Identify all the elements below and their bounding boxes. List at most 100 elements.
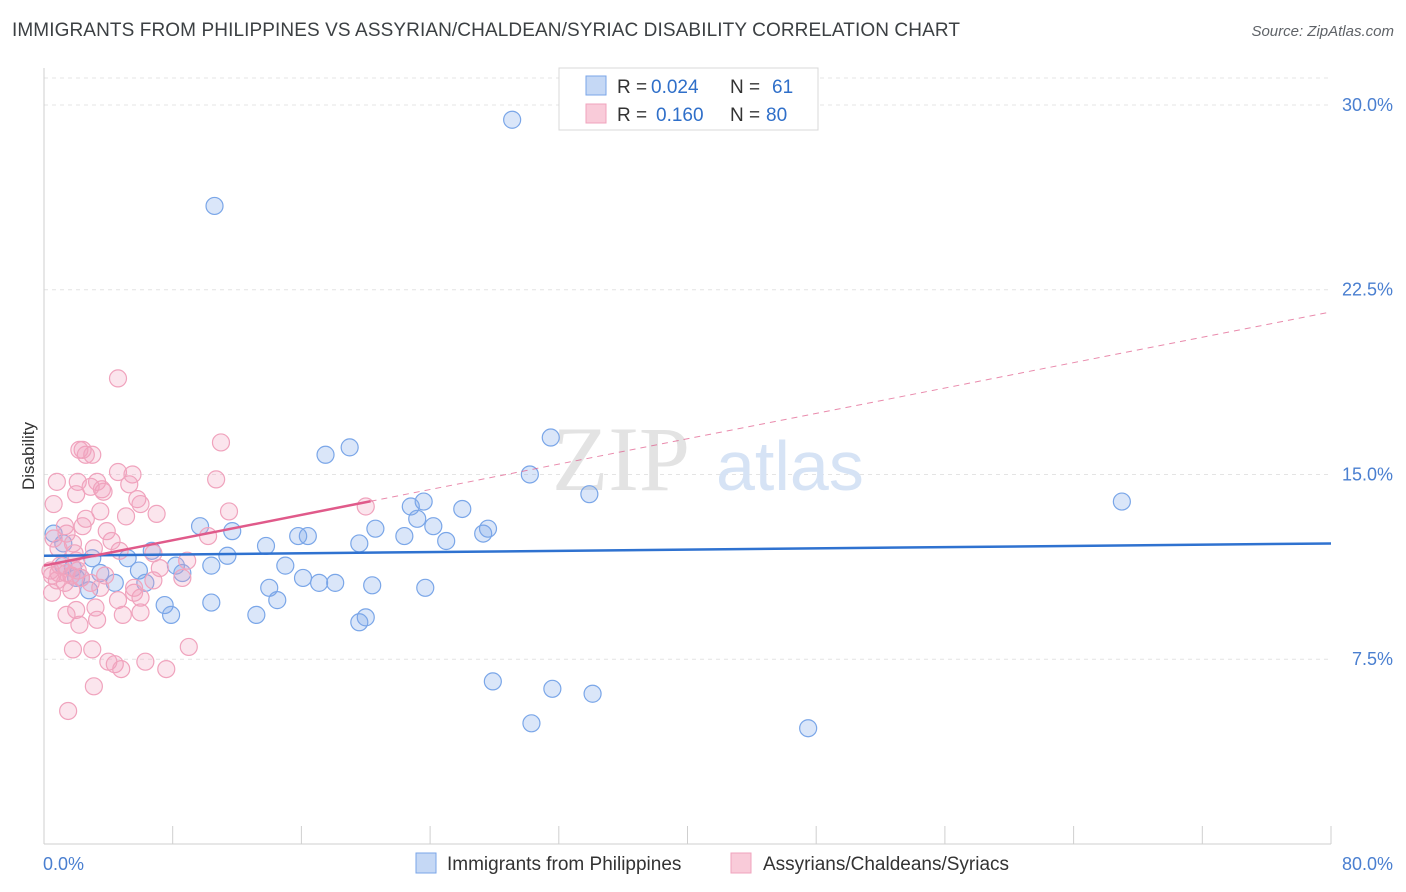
point-assyrian <box>81 477 100 496</box>
point-philippines <box>408 509 427 528</box>
watermark-zip: ZIP <box>552 408 690 510</box>
point-philippines <box>91 563 110 583</box>
point-assyrian <box>207 470 226 489</box>
point-assyrian <box>83 640 102 659</box>
point-philippines <box>298 526 317 546</box>
y-axis-title: Disability <box>19 421 38 490</box>
point-assyrian <box>150 558 169 578</box>
series-legend: Immigrants from Philippines Assyrians/Ch… <box>415 852 1009 875</box>
y-tick-label: 30.0% <box>1342 95 1393 115</box>
point-assyrian <box>70 615 89 634</box>
point-philippines <box>340 438 359 457</box>
point-assyrian <box>131 588 150 607</box>
point-assyrian <box>42 583 62 602</box>
series-legend-label-assyrian[interactable]: Assyrians/Chaldeans/Syriacs <box>763 854 1009 875</box>
point-assyrian <box>62 581 81 600</box>
point-philippines <box>205 196 224 216</box>
point-philippines <box>350 534 369 553</box>
series-legend-swatch-assyrian[interactable] <box>730 852 752 874</box>
point-assyrian <box>91 578 110 597</box>
legend-swatch-philippines <box>585 75 607 96</box>
point-assyrian <box>91 502 110 521</box>
point-philippines <box>268 591 287 610</box>
point-assyrian <box>97 522 116 541</box>
series-legend-label-philippines[interactable]: Immigrants from Philippines <box>447 854 681 875</box>
point-assyrian <box>198 526 218 546</box>
legend-r-label-2: R = <box>617 105 647 126</box>
point-assyrian <box>55 573 75 592</box>
series-legend-swatch-philippines[interactable] <box>415 852 437 874</box>
point-philippines <box>218 546 237 565</box>
point-assyrian <box>70 440 89 459</box>
point-assyrian <box>67 485 86 504</box>
point-philippines <box>247 605 266 624</box>
point-philippines <box>366 519 385 538</box>
trend-line-dashed-1 <box>370 311 1332 502</box>
point-assyrian <box>57 524 76 543</box>
point-philippines <box>350 613 369 632</box>
point-assyrian <box>120 475 139 494</box>
legend-r-label-1: R = <box>617 77 647 98</box>
trend-line-assyrian <box>43 500 371 567</box>
point-philippines <box>416 578 435 597</box>
point-assyrian <box>136 652 155 671</box>
point-philippines <box>223 522 242 541</box>
point-assyrian <box>113 605 132 624</box>
point-philippines <box>289 526 308 546</box>
point-assyrian <box>124 578 144 597</box>
y-tick-label: 7.5% <box>1352 649 1393 669</box>
y-tick-label: 15.0% <box>1342 464 1393 484</box>
point-philippines <box>395 526 414 546</box>
point-philippines <box>309 573 329 592</box>
point-assyrian <box>55 517 75 536</box>
point-philippines <box>256 536 276 556</box>
x-tick-label-min: 0.0% <box>43 854 84 874</box>
point-philippines <box>276 556 295 575</box>
point-philippines <box>799 719 818 738</box>
point-assyrian <box>131 494 150 514</box>
point-assyrian <box>84 677 103 696</box>
legend-n-label-1: N = <box>730 77 760 98</box>
point-philippines <box>1112 492 1131 511</box>
point-assyrian <box>147 504 166 523</box>
legend-r-value-1: 0.024 <box>651 77 699 98</box>
point-assyrian <box>108 462 128 482</box>
watermark: ZIP atlas <box>552 408 864 510</box>
point-assyrian <box>173 568 192 588</box>
point-assyrian <box>178 551 197 570</box>
point-philippines <box>503 110 522 129</box>
point-philippines <box>453 499 472 519</box>
point-philippines <box>437 531 456 551</box>
legend-n-value-2: 80 <box>766 105 787 126</box>
y-tick-labels: 7.5% 15.0% 22.5% 30.0% <box>1342 95 1393 669</box>
chart-title: IMMIGRANTS FROM PHILIPPINES VS ASSYRIAN/… <box>12 20 961 41</box>
legend: R = 0.024 N = 61 R = 0.160 N = 80 <box>558 67 819 131</box>
gridlines <box>44 77 1331 660</box>
point-assyrian <box>67 600 86 620</box>
point-assyrian <box>211 433 231 452</box>
legend-r-value-2: 0.160 <box>656 105 704 126</box>
point-assyrian <box>59 701 78 721</box>
point-assyrian <box>157 659 176 679</box>
point-assyrian <box>76 509 95 528</box>
point-assyrian <box>112 659 131 679</box>
point-philippines <box>326 573 345 592</box>
point-philippines <box>541 428 560 447</box>
point-assyrian <box>179 637 198 657</box>
point-assyrian <box>92 480 112 499</box>
point-philippines <box>202 593 221 612</box>
point-assyrian <box>219 502 239 521</box>
x-ticks <box>43 826 1332 844</box>
point-philippines <box>583 684 602 703</box>
data-points <box>41 110 1131 738</box>
point-assyrian <box>44 494 63 514</box>
point-assyrian <box>108 369 128 388</box>
point-philippines <box>580 485 599 504</box>
point-assyrian <box>87 610 107 629</box>
point-philippines <box>478 519 498 538</box>
legend-n-value-1: 61 <box>772 77 793 98</box>
point-philippines <box>543 679 562 698</box>
x-tick-label-max: 80.0% <box>1342 854 1393 874</box>
point-philippines <box>424 517 443 536</box>
